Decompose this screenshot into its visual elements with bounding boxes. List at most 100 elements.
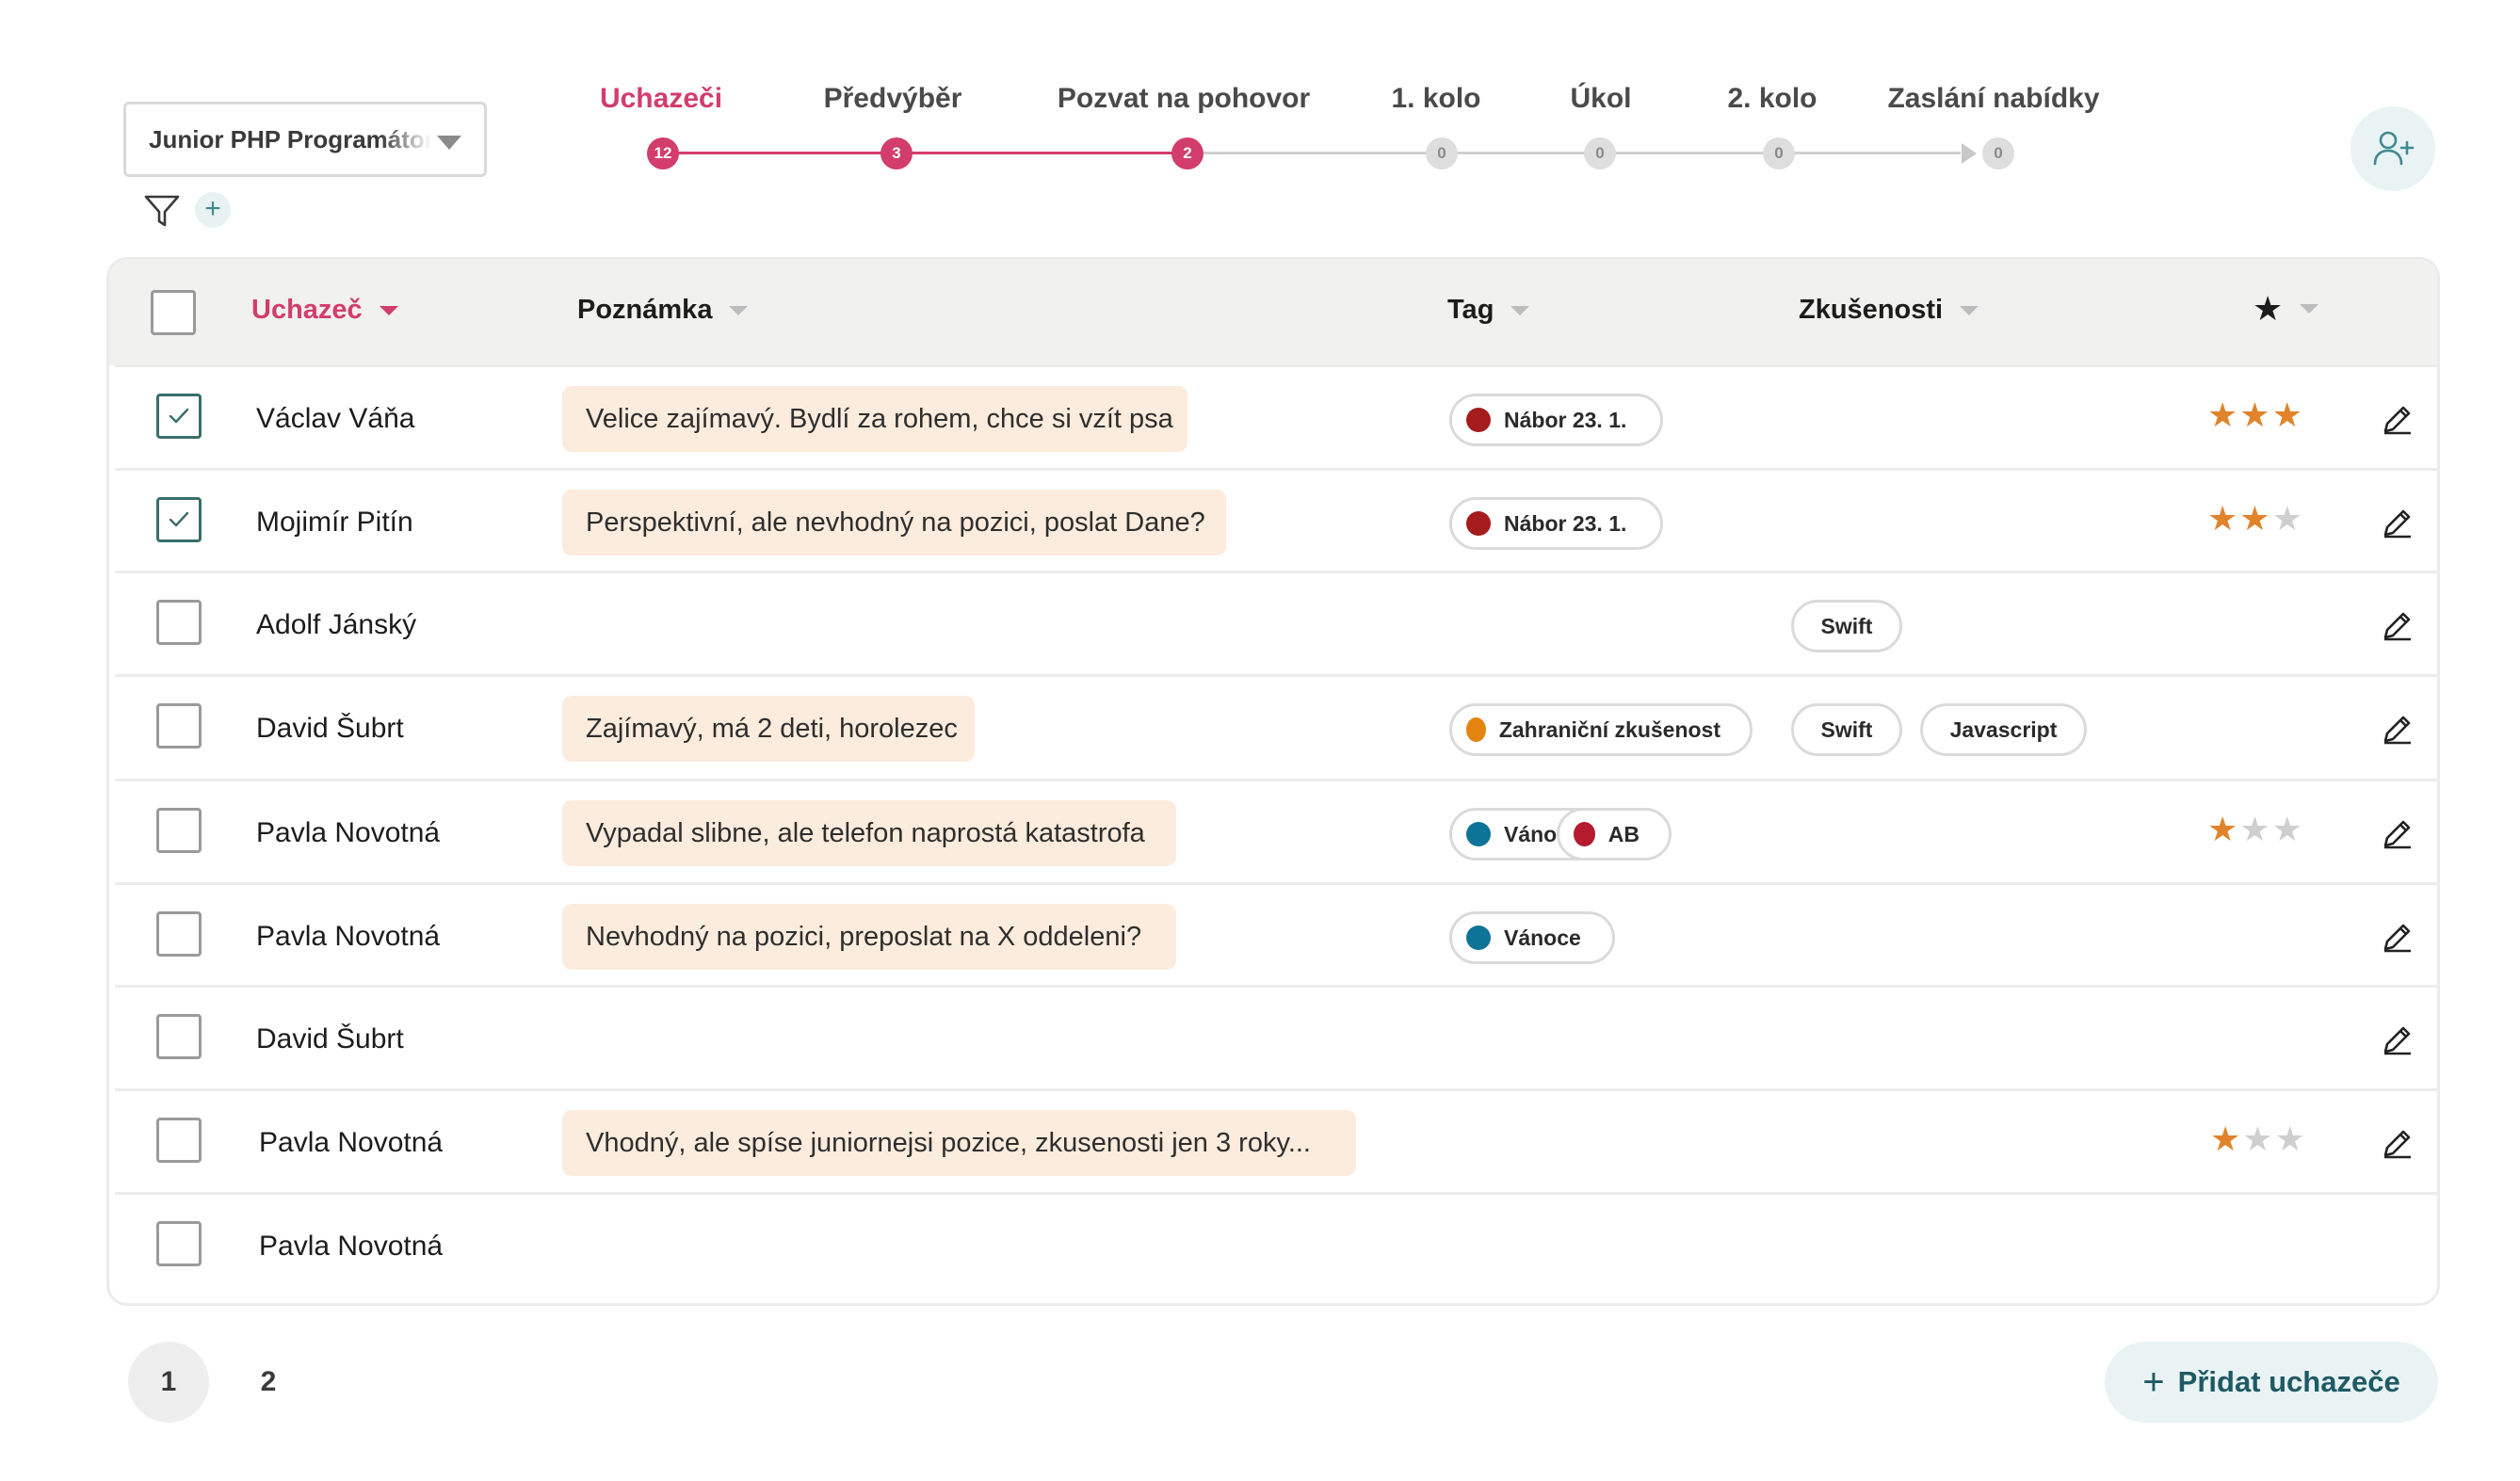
experience-chip[interactable]: Swift xyxy=(1791,703,1902,756)
edit-icon[interactable] xyxy=(2381,920,2415,954)
candidate-note[interactable]: Velice zajímavý. Bydlí za rohem, chce si… xyxy=(562,386,1187,452)
star-rating[interactable]: ★★★ xyxy=(2210,1119,2307,1159)
tag-chip[interactable]: AB xyxy=(1557,808,1672,861)
table-row[interactable]: Pavla Novotná Nevhodný na pozici, preposl… xyxy=(115,882,2437,986)
candidate-note[interactable]: Vhodný, ale spíse juniornejsi pozice, zk… xyxy=(562,1110,1356,1176)
pipeline-connector xyxy=(1442,152,1600,154)
pipeline-stage-5[interactable]: Úkol xyxy=(1570,83,1632,114)
candidate-note[interactable]: Perspektivní, ale nevhodný na pozici, po… xyxy=(562,490,1226,555)
page-button-1[interactable]: 1 xyxy=(128,1342,209,1423)
column-header-note[interactable]: Poznámka xyxy=(577,295,749,326)
candidate-note[interactable]: Zajímavý, má 2 deti, horolezec xyxy=(562,696,975,762)
column-header-candidate-label: Uchazeč xyxy=(251,295,363,325)
candidate-name[interactable]: Václav Váňa xyxy=(256,403,415,434)
pipeline-stage-7[interactable]: Zaslání nabídky xyxy=(1887,83,2100,114)
page-button-2[interactable]: 2 xyxy=(260,1366,277,1397)
pipeline-stage-count[interactable]: 0 xyxy=(1584,137,1616,169)
table-row[interactable]: Adolf Jánský Swift xyxy=(115,571,2437,674)
star-icon[interactable]: ★ xyxy=(2239,395,2272,434)
pipeline-stage-count[interactable]: 2 xyxy=(1171,137,1203,169)
chevron-down-icon xyxy=(1510,305,1530,315)
star-icon[interactable]: ★ xyxy=(2271,499,2304,538)
star-icon[interactable]: ★ xyxy=(2207,499,2240,538)
pipeline-stage-count[interactable]: 0 xyxy=(1982,137,2014,169)
row-checkbox[interactable] xyxy=(156,1014,202,1059)
pipeline-stage-count[interactable]: 12 xyxy=(647,137,679,169)
candidate-name[interactable]: David Šubrt xyxy=(256,1023,404,1054)
table-row[interactable]: Pavla Novotná Vhodný, ale spíse juniornej… xyxy=(115,1088,2437,1192)
pipeline-connector xyxy=(663,152,897,154)
column-header-tag[interactable]: Tag xyxy=(1447,295,1530,326)
star-icon[interactable]: ★ xyxy=(2239,810,2272,848)
candidate-name[interactable]: David Šubrt xyxy=(256,713,404,744)
table-row[interactable]: David Šubrt Zajímavý, má 2 deti, horoleze… xyxy=(115,674,2437,778)
pipeline-stage-2[interactable]: Předvýběr xyxy=(823,83,962,114)
pipeline-stage-count[interactable]: 3 xyxy=(880,137,913,169)
edit-icon[interactable] xyxy=(2381,1126,2415,1160)
tag-label: Nábor 23. 1. xyxy=(1504,510,1627,536)
pipeline-stage-6[interactable]: 2. kolo xyxy=(1727,83,1817,114)
table-row[interactable]: Mojimír Pitín Perspektivní, ale nevhodný … xyxy=(115,468,2437,571)
candidate-note[interactable]: Vypadal slibne, ale telefon naprostá kat… xyxy=(562,800,1176,866)
edit-icon[interactable] xyxy=(2381,712,2415,746)
row-checkbox[interactable] xyxy=(156,600,202,645)
row-checkbox[interactable] xyxy=(156,808,202,853)
candidate-note[interactable]: Nevhodný na pozici, preposlat na X oddel… xyxy=(562,904,1176,970)
add-filter-button[interactable]: + xyxy=(195,192,231,228)
star-icon[interactable]: ★ xyxy=(2271,810,2304,848)
add-candidate-button[interactable]: + Přidat uchazeče xyxy=(2105,1342,2438,1423)
column-header-tag-label: Tag xyxy=(1447,295,1494,325)
star-rating[interactable]: ★★★ xyxy=(2207,395,2304,435)
column-header-candidate[interactable]: Uchazeč xyxy=(251,295,398,326)
edit-icon[interactable] xyxy=(2381,816,2415,850)
tag-chip[interactable]: Nábor 23. 1. xyxy=(1449,497,1663,550)
row-checkbox[interactable] xyxy=(156,1221,202,1266)
column-header-experience[interactable]: Zkušenosti xyxy=(1799,295,1979,326)
table-row[interactable]: David Šubrt xyxy=(115,985,2437,1088)
candidates-table: Uchazeč Poznámka Tag Zkušenosti ★ Václav… xyxy=(106,257,2440,1306)
select-all-checkbox[interactable] xyxy=(151,290,196,335)
star-icon[interactable]: ★ xyxy=(2239,499,2272,538)
pipeline-stage-3[interactable]: Pozvat na pohovor xyxy=(1057,83,1311,114)
job-select[interactable]: Junior PHP Programátor xyxy=(123,102,487,177)
pipeline-stage-count[interactable]: 0 xyxy=(1763,137,1795,169)
column-header-rating[interactable]: ★ xyxy=(2253,289,2319,329)
edit-icon[interactable] xyxy=(2381,402,2415,436)
candidate-name[interactable]: Pavla Novotná xyxy=(259,1231,444,1262)
star-rating[interactable]: ★★★ xyxy=(2207,499,2304,539)
row-checkbox[interactable] xyxy=(156,1118,202,1163)
add-user-button[interactable] xyxy=(2350,106,2435,191)
filter-icon[interactable] xyxy=(143,192,181,230)
candidate-name[interactable]: Pavla Novotná xyxy=(256,817,441,848)
candidate-name[interactable]: Pavla Novotná xyxy=(256,921,441,952)
candidate-name[interactable]: Pavla Novotná xyxy=(259,1127,444,1158)
table-row[interactable]: Václav Váňa Velice zajímavý. Bydlí za roh… xyxy=(115,364,2437,468)
star-rating[interactable]: ★★★ xyxy=(2207,810,2304,849)
row-checkbox[interactable] xyxy=(156,394,202,439)
candidate-name[interactable]: Adolf Jánský xyxy=(256,609,417,640)
edit-icon[interactable] xyxy=(2381,608,2415,642)
star-icon[interactable]: ★ xyxy=(2274,1119,2307,1158)
star-icon[interactable]: ★ xyxy=(2207,395,2240,434)
row-checkbox[interactable] xyxy=(156,911,202,957)
tag-chip[interactable]: Vánoce xyxy=(1449,911,1615,964)
candidate-name[interactable]: Mojimír Pitín xyxy=(256,507,413,538)
edit-icon[interactable] xyxy=(2381,506,2415,539)
pipeline-stage-4[interactable]: 1. kolo xyxy=(1391,83,1481,114)
table-row[interactable]: Pavla Novotná xyxy=(115,1192,2437,1296)
experience-chip[interactable]: Javascript xyxy=(1920,703,2087,756)
star-icon[interactable]: ★ xyxy=(2210,1119,2243,1158)
tag-chip[interactable]: Zahraniční zkušenost xyxy=(1449,703,1753,756)
edit-icon[interactable] xyxy=(2381,1022,2415,1056)
star-icon[interactable]: ★ xyxy=(2207,810,2240,848)
star-icon[interactable]: ★ xyxy=(2271,395,2304,434)
tag-color-dot xyxy=(1466,822,1491,846)
pipeline-stage-count[interactable]: 0 xyxy=(1426,137,1458,169)
row-checkbox[interactable] xyxy=(156,703,202,749)
pipeline-stage-1[interactable]: Uchazeči xyxy=(599,83,723,114)
star-icon[interactable]: ★ xyxy=(2242,1119,2275,1158)
row-checkbox[interactable] xyxy=(156,497,202,542)
experience-chip[interactable]: Swift xyxy=(1791,600,1902,652)
tag-chip[interactable]: Nábor 23. 1. xyxy=(1449,394,1663,446)
table-row[interactable]: Pavla Novotná Vypadal slibne, ale telefon… xyxy=(115,779,2437,882)
